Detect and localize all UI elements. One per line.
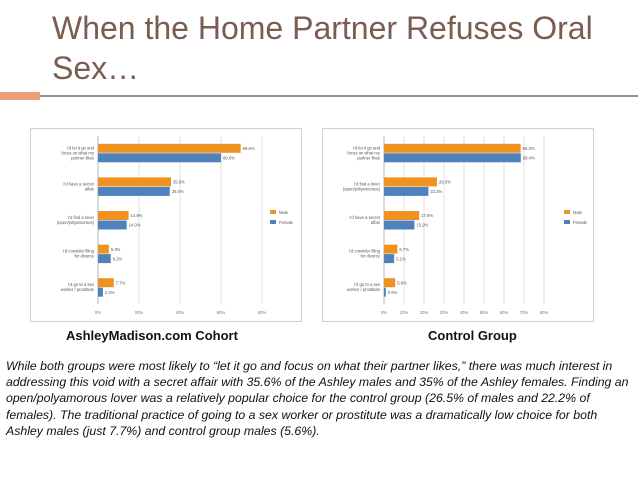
bar-male	[384, 211, 420, 220]
bar-female	[384, 153, 521, 163]
bar-male	[98, 278, 114, 288]
x-tick-label: 20%	[135, 310, 144, 315]
data-label: 26.5%	[439, 180, 451, 185]
legend-swatch-female	[564, 220, 570, 224]
bar-female	[384, 287, 386, 297]
data-label: 35.0%	[172, 189, 184, 194]
bar-female	[98, 153, 221, 163]
x-tick-label: 50%	[480, 310, 489, 315]
control-group-label: Control Group	[428, 328, 517, 343]
x-tick-label: 30%	[440, 310, 449, 315]
data-label: 68.3%	[523, 146, 535, 151]
data-label: 17.6%	[421, 213, 433, 218]
bar-female	[384, 254, 395, 264]
title-divider	[40, 95, 638, 97]
bar-male	[98, 143, 241, 153]
data-label: 14.0%	[129, 223, 141, 228]
legend-label-female: Female	[573, 220, 588, 225]
category-label: I'd find a lover (open/polyamorous)	[57, 215, 95, 225]
bar-male	[384, 244, 398, 254]
bar-male	[384, 278, 396, 288]
legend-label-female: Female	[279, 220, 294, 225]
data-label: 5.6%	[397, 280, 407, 285]
x-tick-label: 80%	[258, 310, 267, 315]
data-label: 7.7%	[116, 280, 126, 285]
data-label: 6.7%	[399, 247, 409, 252]
data-label: 60.0%	[223, 156, 235, 161]
data-label: 15.2%	[416, 223, 428, 228]
data-label: 2.4%	[105, 290, 115, 295]
bar-female	[98, 287, 103, 297]
category-label: I'd find a lover (open/polyamorous)	[343, 181, 381, 191]
legend-swatch-male	[270, 210, 276, 214]
control-group-chart: 0% 10% 20% 30% 40% 50% 60% 70% 80% I'd let it go …	[322, 128, 594, 322]
category-label: I'd go to a sex worker / prostitute	[61, 282, 95, 292]
category-label: I'd consider filing for divorce	[63, 249, 95, 259]
data-label: 0.9%	[388, 290, 398, 295]
x-tick-label: 80%	[540, 310, 549, 315]
legend-label-male: Male	[573, 210, 583, 215]
data-label: 6.2%	[113, 256, 123, 261]
bar-male	[384, 143, 521, 153]
category-label: I'd have a secret affair	[63, 181, 94, 191]
bar-female	[384, 186, 429, 196]
bar-female	[98, 254, 111, 264]
slide-title: When the Home Partner Refuses Oral Sex…	[52, 10, 593, 86]
legend-swatch-male	[564, 210, 570, 214]
bar-female	[98, 220, 127, 230]
x-tick-label: 40%	[176, 310, 185, 315]
x-tick-label: 20%	[420, 310, 429, 315]
x-tick-label: 0%	[95, 310, 101, 315]
ashley-cohort-label: AshleyMadison.com Cohort	[66, 328, 238, 343]
legend-swatch-female	[270, 220, 276, 224]
data-label: 14.9%	[131, 213, 143, 218]
x-tick-label: 10%	[400, 310, 409, 315]
category-label: I'd consider filing for divorce	[349, 249, 381, 259]
x-tick-label: 0%	[381, 310, 387, 315]
category-label: I'd go to a sex worker / prostitute	[347, 282, 381, 292]
x-tick-label: 70%	[520, 310, 529, 315]
data-label: 5.1%	[396, 256, 406, 261]
x-tick-label: 60%	[217, 310, 226, 315]
bar-male	[384, 177, 437, 187]
data-label: 69.6%	[243, 146, 255, 151]
slide-caption: While both groups were most likely to “l…	[6, 359, 629, 438]
title-accent-bar	[0, 92, 40, 100]
bar-male	[98, 244, 109, 254]
x-tick-label: 60%	[500, 310, 509, 315]
category-label: I'd let it go and focus on what my partner…	[61, 145, 94, 160]
legend-label-male: Male	[279, 210, 289, 215]
data-label: 22.2%	[430, 189, 442, 194]
data-label: 35.6%	[173, 180, 185, 185]
bar-male	[98, 211, 129, 220]
category-label: I'd have a secret affair	[349, 215, 380, 225]
data-label: 5.3%	[111, 247, 121, 252]
category-label: I'd let it go and focus on what my partner…	[347, 145, 380, 160]
data-label: 68.4%	[523, 156, 535, 161]
x-tick-label: 40%	[460, 310, 469, 315]
bar-female	[98, 186, 170, 196]
bar-male	[98, 177, 171, 187]
bar-female	[384, 220, 415, 230]
ashley-cohort-chart: 0% 20% 40% 60% 80% I'd let it go and focus on …	[30, 128, 302, 322]
